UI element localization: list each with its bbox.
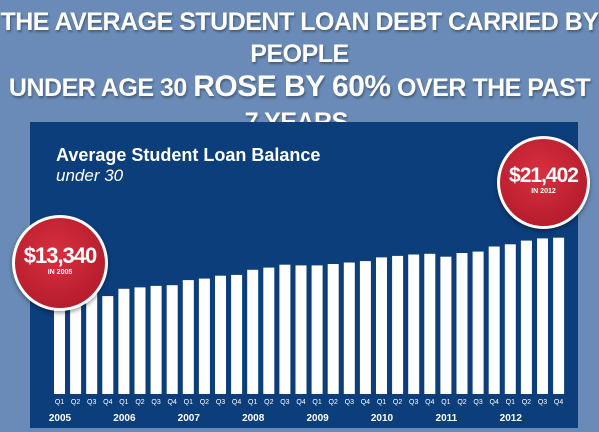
- quarter-tick-label: Q4: [490, 399, 499, 406]
- year-tick-label: 2009: [306, 413, 329, 424]
- quarter-tick-label: Q1: [377, 399, 386, 406]
- bar-2009-q2: [327, 264, 339, 394]
- year-tick-label: 2007: [178, 413, 201, 424]
- bar-2011-q2: [456, 253, 468, 394]
- quarter-tick-label: Q4: [425, 399, 434, 406]
- quarter-tick-label: Q1: [184, 399, 193, 406]
- bar-2007-q1: [182, 280, 194, 394]
- bar-2008-q3: [279, 264, 291, 394]
- bar-2010-q1: [376, 257, 387, 394]
- year-tick-label: 2006: [113, 413, 136, 424]
- start-value-amount: $13,340: [23, 243, 98, 268]
- chart-subtitle: under 30: [56, 166, 124, 185]
- year-tick-label: 2008: [242, 413, 265, 424]
- quarter-tick-label: Q2: [200, 399, 209, 406]
- headline-line-1: THE AVERAGE STUDENT LOAN DEBT CARRIED BY…: [0, 8, 599, 68]
- bar-2005-q2: [70, 295, 82, 394]
- quarter-tick-label: Q1: [441, 399, 450, 406]
- quarter-tick-label: Q2: [135, 399, 144, 406]
- bar-2008-q1: [247, 269, 259, 394]
- quarter-tick-label: Q1: [312, 399, 321, 406]
- bar-2006-q4: [166, 285, 178, 394]
- bar-2005-q4: [102, 296, 114, 394]
- quarter-tick-label: Q1: [55, 399, 64, 406]
- bar-2007-q2: [198, 278, 210, 394]
- quarter-tick-label: Q1: [119, 399, 128, 406]
- quarter-tick-label: Q1: [248, 399, 257, 406]
- bar-2006-q3: [150, 285, 162, 394]
- quarter-tick-label: Q3: [87, 399, 96, 406]
- end-value-badge: $21,402 IN 2012: [497, 136, 590, 229]
- bar-2009-q4: [359, 261, 371, 394]
- end-value-caption: IN 2012: [531, 188, 556, 195]
- headline-emphasis: ROSE BY 60%: [193, 70, 391, 103]
- quarter-tick-label: Q2: [393, 399, 402, 406]
- bar-2007-q3: [215, 275, 226, 394]
- bar-2008-q2: [263, 267, 275, 394]
- bar-2011-q4: [488, 246, 500, 394]
- start-value-caption: IN 2005: [47, 269, 73, 276]
- quarter-tick-label: Q2: [71, 399, 80, 406]
- quarter-tick-label: Q2: [522, 399, 531, 406]
- quarter-tick-label: Q2: [329, 399, 338, 406]
- bar-2010-q4: [424, 253, 436, 394]
- quarter-tick-label: Q3: [473, 399, 482, 406]
- bottom-strip: [0, 428, 599, 432]
- end-value-amount: $21,402: [509, 164, 579, 187]
- quarter-tick-label: Q3: [409, 399, 418, 406]
- bar-2006-q2: [134, 287, 146, 394]
- bar-2008-q4: [295, 265, 307, 394]
- year-tick-label: 2011: [436, 413, 458, 424]
- bar-2006-q1: [118, 288, 130, 394]
- start-value-badge: $13,340 IN 2005: [12, 215, 108, 311]
- headline-line-2: UNDER AGE 30 ROSE BY 60% OVER THE PAST 7…: [0, 70, 599, 139]
- quarter-tick-label: Q2: [264, 399, 273, 406]
- bar-2007-q4: [231, 274, 243, 394]
- quarter-tick-label: Q3: [538, 399, 547, 406]
- bar-2005-q1: [54, 296, 65, 394]
- year-tick-label: 2012: [500, 413, 523, 424]
- bar-2005-q3: [86, 293, 98, 394]
- headline: THE AVERAGE STUDENT LOAN DEBT CARRIED BY…: [0, 6, 599, 139]
- quarter-tick-label: Q4: [296, 399, 305, 406]
- bar-2012-q1: [504, 244, 516, 394]
- quarter-tick-label: Q3: [151, 399, 160, 406]
- quarter-tick-label: Q3: [280, 399, 289, 406]
- quarter-tick-label: Q3: [216, 399, 225, 406]
- quarter-tick-label: Q2: [457, 399, 466, 406]
- year-tick-label: 2005: [49, 413, 72, 424]
- bar-2010-q3: [408, 254, 420, 394]
- bar-2009-q3: [343, 262, 355, 394]
- bar-2009-q1: [311, 265, 323, 394]
- quarter-tick-label: Q4: [232, 399, 241, 406]
- bar-2011-q1: [440, 256, 452, 394]
- bar-2012-q2: [520, 240, 532, 394]
- bar-2012-q3: [537, 238, 548, 394]
- quarter-tick-label: Q4: [554, 399, 563, 406]
- bar-2010-q2: [392, 255, 404, 394]
- quarter-tick-label: Q1: [506, 399, 515, 406]
- quarter-tick-label: Q3: [345, 399, 354, 406]
- bar-2012-q4: [553, 237, 565, 394]
- chart-title: Average Student Loan Balance: [56, 145, 321, 165]
- quarter-tick-label: Q4: [168, 399, 177, 406]
- year-tick-label: 2010: [371, 413, 394, 424]
- quarter-tick-label: Q4: [361, 399, 370, 406]
- headline-line-2-pre: UNDER AGE 30: [8, 74, 194, 102]
- bar-2011-q3: [472, 251, 484, 394]
- quarter-tick-label: Q4: [103, 399, 112, 406]
